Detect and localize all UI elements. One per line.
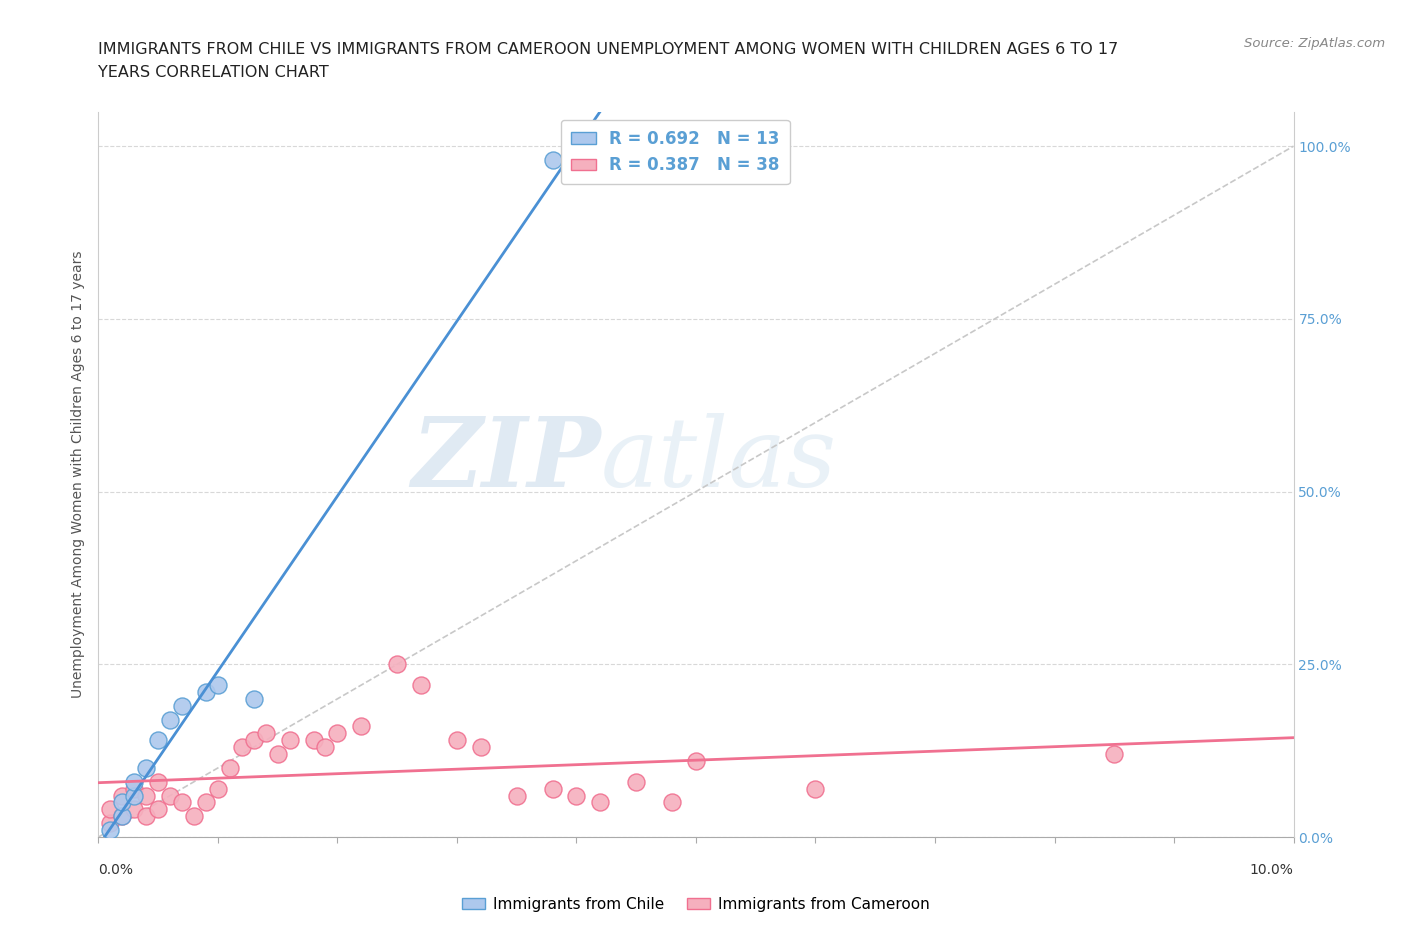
- Point: [385, 657, 409, 671]
- Point: [148, 775, 170, 790]
- Y-axis label: Unemployment Among Women with Children Ages 6 to 17 years: Unemployment Among Women with Children A…: [72, 250, 86, 698]
- Point: [589, 795, 612, 810]
- Point: [135, 809, 157, 824]
- Point: [100, 816, 122, 830]
- Point: [207, 678, 229, 693]
- Point: [111, 795, 134, 810]
- Point: [207, 781, 229, 796]
- Point: [231, 739, 253, 754]
- Point: [411, 678, 433, 693]
- Point: [172, 795, 194, 810]
- Point: [626, 775, 648, 790]
- Point: [243, 691, 266, 706]
- Point: [243, 733, 266, 748]
- Text: 0.0%: 0.0%: [98, 862, 134, 877]
- Point: [111, 809, 134, 824]
- Point: [124, 775, 146, 790]
- Point: [506, 788, 529, 803]
- Point: [124, 781, 146, 796]
- Text: 10.0%: 10.0%: [1250, 862, 1294, 877]
- Point: [148, 733, 170, 748]
- Point: [278, 733, 301, 748]
- Point: [541, 781, 564, 796]
- Text: Source: ZipAtlas.com: Source: ZipAtlas.com: [1244, 37, 1385, 50]
- Point: [219, 761, 242, 776]
- Point: [254, 726, 277, 741]
- Point: [804, 781, 827, 796]
- Point: [195, 795, 218, 810]
- Point: [111, 809, 134, 824]
- Point: [350, 719, 373, 734]
- Point: [470, 739, 492, 754]
- Point: [100, 802, 122, 817]
- Point: [159, 712, 181, 727]
- Point: [267, 747, 290, 762]
- Point: [326, 726, 349, 741]
- Point: [302, 733, 325, 748]
- Point: [135, 788, 157, 803]
- Text: ZIP: ZIP: [411, 413, 600, 507]
- Point: [100, 823, 122, 838]
- Point: [183, 809, 205, 824]
- Point: [195, 684, 218, 699]
- Text: atlas: atlas: [600, 413, 837, 507]
- Point: [446, 733, 468, 748]
- Point: [1104, 747, 1126, 762]
- Legend: R = 0.692   N = 13, R = 0.387   N = 38: R = 0.692 N = 13, R = 0.387 N = 38: [561, 120, 790, 184]
- Point: [159, 788, 181, 803]
- Point: [661, 795, 683, 810]
- Point: [124, 788, 146, 803]
- Point: [565, 788, 588, 803]
- Point: [172, 698, 194, 713]
- Point: [148, 802, 170, 817]
- Text: IMMIGRANTS FROM CHILE VS IMMIGRANTS FROM CAMEROON UNEMPLOYMENT AMONG WOMEN WITH : IMMIGRANTS FROM CHILE VS IMMIGRANTS FROM…: [98, 42, 1119, 57]
- Point: [685, 753, 707, 768]
- Legend: Immigrants from Chile, Immigrants from Cameroon: Immigrants from Chile, Immigrants from C…: [457, 891, 935, 918]
- Text: YEARS CORRELATION CHART: YEARS CORRELATION CHART: [98, 65, 329, 80]
- Point: [541, 153, 564, 167]
- Point: [124, 802, 146, 817]
- Point: [135, 761, 157, 776]
- Point: [111, 788, 134, 803]
- Point: [315, 739, 337, 754]
